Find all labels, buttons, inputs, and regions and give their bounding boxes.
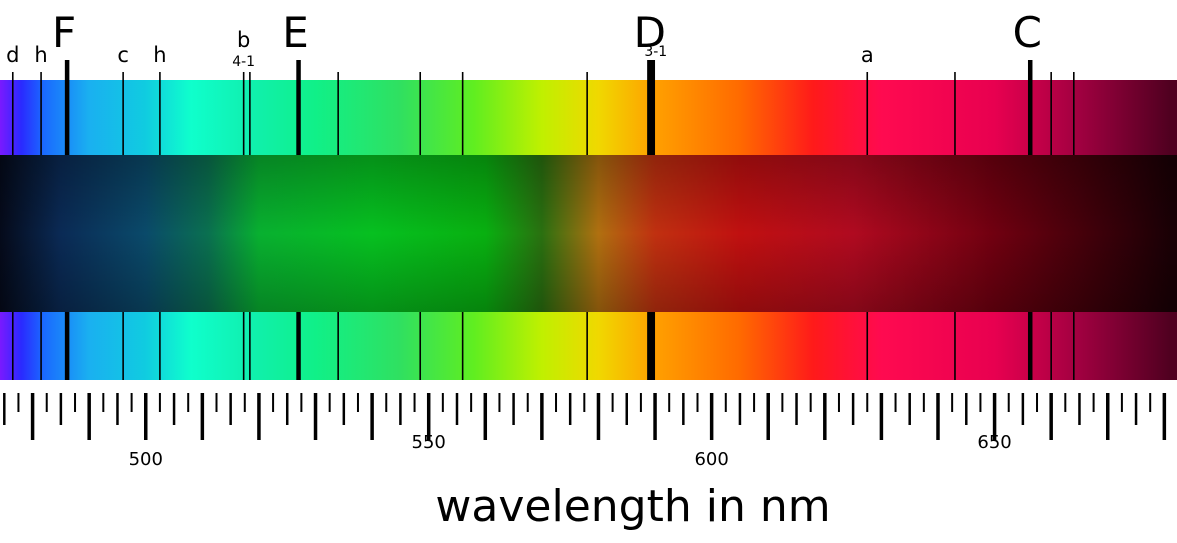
line-sublabel: 4-1: [232, 54, 255, 70]
spectrum-band-bottom: [0, 312, 1177, 380]
axis-title: wavelength in nm: [435, 481, 830, 532]
axis-tick-label: 650: [977, 432, 1011, 453]
line-label: c: [117, 43, 129, 67]
line-label: h: [153, 43, 166, 67]
line-label: E: [282, 8, 309, 57]
line-label: h: [34, 43, 47, 67]
absorption-lines-top: [11, 60, 1075, 155]
axis-ticks: [3, 393, 1167, 440]
absorption-lines-bottom: [11, 312, 1075, 380]
spectrum-band-top: [0, 80, 1177, 155]
line-label: d: [6, 43, 19, 67]
axis-tick-label: 550: [412, 432, 446, 453]
line-labels: F E D3-1 Cd h c hb4-1 a: [6, 8, 1042, 70]
line-label: b: [237, 28, 250, 52]
line-label: C: [1013, 8, 1042, 57]
line-sublabel: 3-1: [644, 44, 667, 60]
axis-tick-labels: 500 550 600 650: [129, 432, 1012, 470]
line-label: F: [52, 8, 76, 57]
line-label: a: [861, 43, 874, 67]
line-label: D: [634, 8, 666, 57]
axis-tick-label: 600: [694, 449, 728, 470]
axis-tick-label: 500: [129, 449, 163, 470]
spectrum-photo-shade: [0, 155, 1177, 312]
